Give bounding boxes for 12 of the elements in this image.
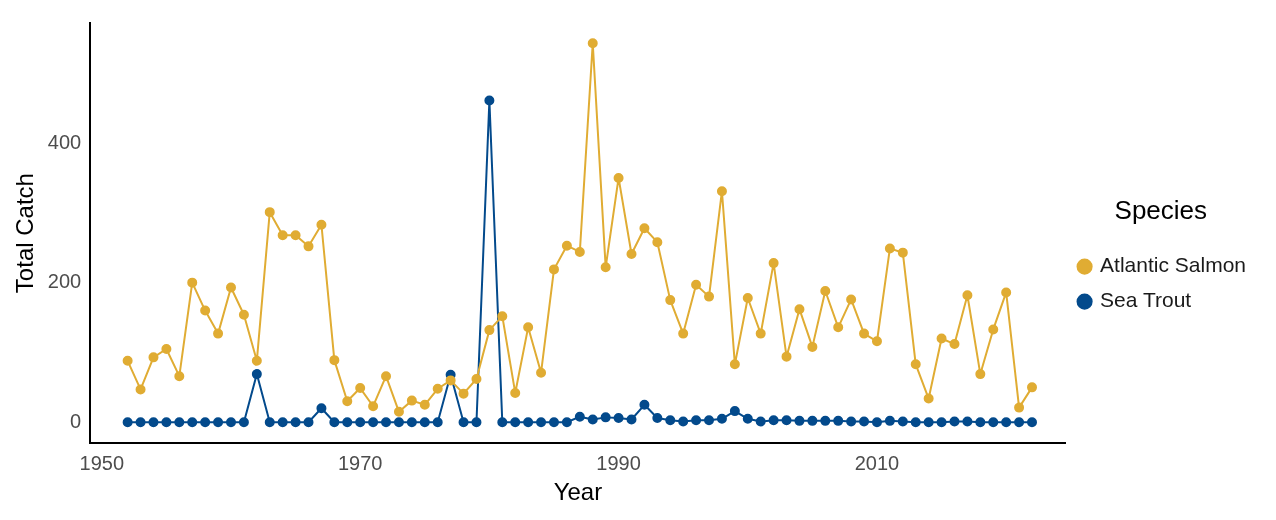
x-tick-label: 1970 [337, 451, 383, 474]
x-tick-label: 2010 [854, 451, 900, 474]
x-axis-title: Year [553, 478, 603, 506]
y-tick-label: 0 [70, 409, 82, 432]
legend-label: Sea Trout [1100, 288, 1192, 312]
x-tick-label: 1950 [79, 451, 125, 474]
x-tick-label: 1990 [596, 451, 641, 474]
y-tick-label: 200 [47, 270, 82, 293]
y-tick-label: 400 [47, 130, 82, 153]
y-axis-title: Total Catch [11, 173, 39, 294]
legend-title: Species [1114, 195, 1208, 226]
legend-label: Atlantic Salmon [1100, 253, 1246, 277]
